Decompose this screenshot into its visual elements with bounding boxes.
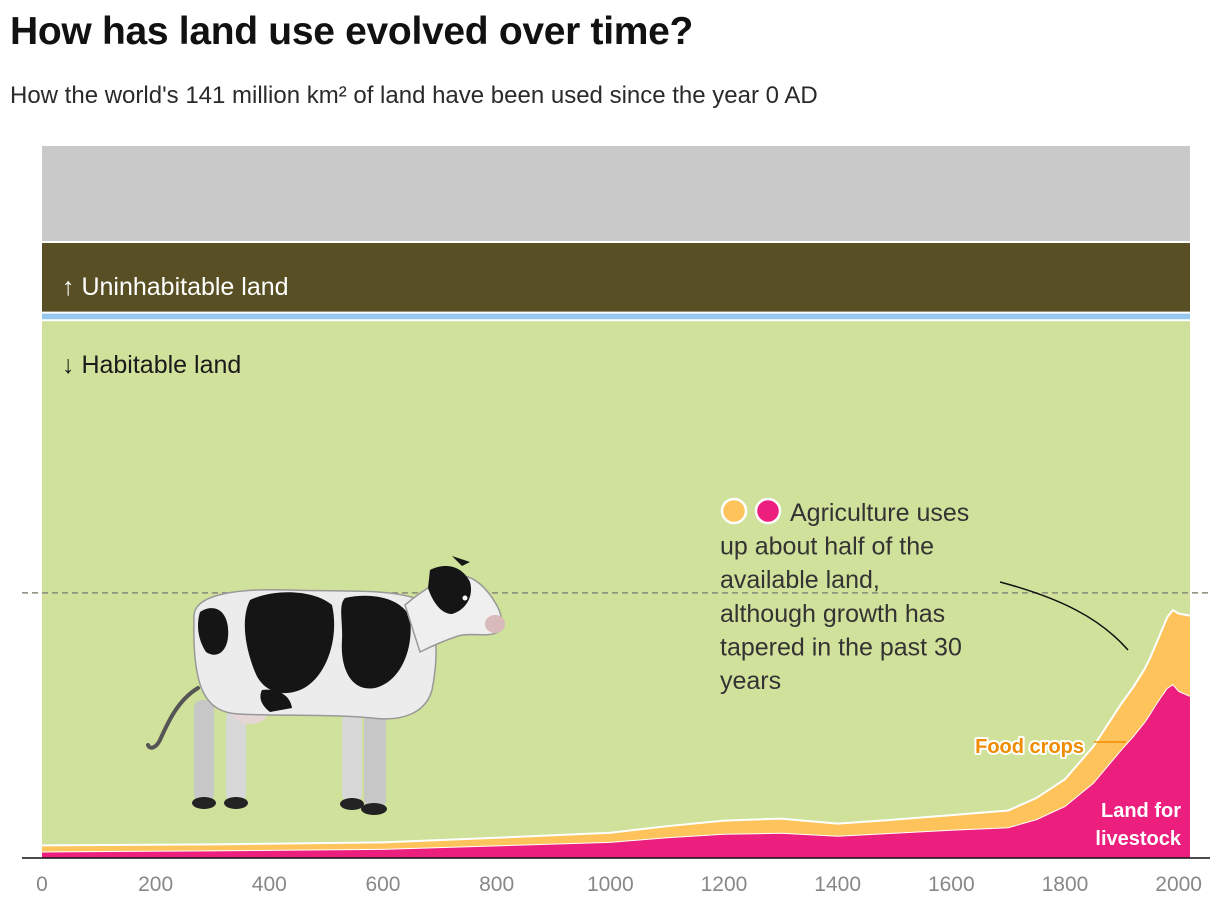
chart-title: How has land use evolved over time? (10, 10, 694, 53)
annotation-line: although growth has (720, 600, 945, 628)
agriculture-areas (41, 608, 1191, 858)
livestock-label-line: livestock (1095, 828, 1181, 850)
band-habitable-land (42, 320, 1190, 858)
cow-illustration (146, 556, 505, 815)
chart-subtitle: How the world's 141 million km² of land … (10, 82, 818, 109)
series-labels: Food crops Land for livestock (973, 734, 1182, 850)
agriculture-annotation: Agriculture uses up about half of the avai… (720, 497, 1129, 695)
band-uninhabitable-land (42, 241, 1190, 313)
x-tick-label: 1800 (1042, 873, 1089, 896)
x-tick-label: 400 (252, 873, 287, 896)
annotation-leader (999, 581, 1129, 651)
annotation-line: up about half of the (720, 533, 934, 561)
band-freshwater (42, 312, 1190, 321)
x-tick-label: 200 (138, 873, 173, 896)
band-glaciers (42, 146, 1190, 242)
food-crops-label: Food crops (975, 736, 1084, 758)
x-tick-label: 1000 (587, 873, 634, 896)
x-axis: 0 200 400 600 800 1000 1200 1400 1600 1800 2000 (22, 857, 1210, 896)
x-tick-label: 0 (36, 873, 48, 896)
agriculture-top-edge (41, 608, 1191, 847)
x-tick-label: 1600 (928, 873, 975, 896)
x-tick-label: 600 (365, 873, 400, 896)
livestock-marker-dot (754, 497, 782, 525)
annotation-line: tapered in the past 30 (720, 633, 962, 661)
x-tick-label: 800 (479, 873, 514, 896)
uninhabitable-land-label: ↑ Uninhabitable land (62, 273, 289, 301)
x-tick-label: 1400 (814, 873, 861, 896)
crops-marker-dot (720, 497, 748, 525)
annotation-line: available land, (720, 566, 880, 594)
x-tick-label: 2000 (1155, 873, 1202, 896)
annotation-line: Agriculture uses (790, 499, 969, 527)
annotation-line: years (720, 667, 781, 695)
area-land-for-livestock (42, 684, 1190, 858)
livestock-top-edge (41, 684, 1191, 853)
x-tick-label: 1200 (701, 873, 748, 896)
habitable-land-label: ↓ Habitable land (62, 351, 241, 379)
band-labels: ↑ Uninhabitable land ↓ Habitable land (62, 273, 289, 379)
livestock-label-line: Land for (1101, 800, 1181, 822)
